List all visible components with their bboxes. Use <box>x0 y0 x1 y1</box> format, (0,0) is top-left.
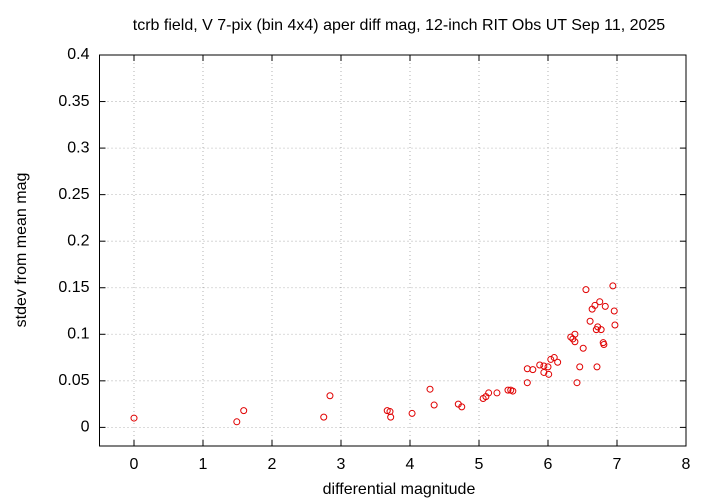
point <box>600 341 608 349</box>
x-tick-label: 0 <box>130 456 139 473</box>
x-tick-label: 7 <box>613 456 622 473</box>
y-tick-label: 0.1 <box>67 326 89 343</box>
point <box>610 307 618 315</box>
point <box>240 407 248 415</box>
point <box>493 389 501 397</box>
point <box>550 354 558 362</box>
x-tick-label: 8 <box>682 456 691 473</box>
point <box>586 317 594 325</box>
point <box>554 358 562 366</box>
point <box>523 379 531 387</box>
x-tick-label: 1 <box>199 456 208 473</box>
y-tick-label: 0.3 <box>67 139 89 156</box>
y-axis-label: stdev from mean mag <box>13 173 30 328</box>
point <box>509 387 517 395</box>
point <box>611 321 619 329</box>
point <box>597 326 605 334</box>
point <box>609 282 617 290</box>
x-tick-label: 3 <box>337 456 346 473</box>
x-tick-label: 4 <box>406 456 415 473</box>
point <box>545 370 553 378</box>
point <box>544 363 552 371</box>
y-tick-label: 0 <box>81 419 90 436</box>
y-tick-label: 0.35 <box>58 93 89 110</box>
plot-frame <box>99 54 687 447</box>
y-tick-label: 0.25 <box>58 186 89 203</box>
chart-title: tcrb field, V 7-pix (bin 4x4) aper diff … <box>133 17 666 34</box>
y-tick-label: 0.05 <box>58 372 89 389</box>
point <box>320 413 328 421</box>
point <box>591 301 599 309</box>
point <box>504 386 512 394</box>
point <box>233 418 241 426</box>
point <box>540 362 548 370</box>
point <box>408 409 416 417</box>
point <box>596 298 604 306</box>
point <box>387 413 395 421</box>
point <box>601 302 609 310</box>
point <box>426 385 434 393</box>
y-tick-label: 0.2 <box>67 232 89 249</box>
x-tick-label: 2 <box>268 456 277 473</box>
point <box>582 286 590 294</box>
point <box>547 355 555 363</box>
point <box>571 330 579 338</box>
point <box>326 392 334 400</box>
point <box>573 379 581 387</box>
point <box>579 344 587 352</box>
x-tick-label: 6 <box>544 456 553 473</box>
point <box>430 401 438 409</box>
point <box>571 338 579 346</box>
x-axis-label: differential magnitude <box>323 481 476 498</box>
point <box>576 363 584 371</box>
point <box>540 368 548 376</box>
point <box>529 366 537 374</box>
point <box>593 363 601 371</box>
x-tick-label: 5 <box>475 456 484 473</box>
point <box>523 365 531 373</box>
y-tick-label: 0.4 <box>67 46 89 63</box>
y-tick-label: 0.15 <box>58 279 89 296</box>
point <box>130 414 138 422</box>
point <box>536 361 544 369</box>
point <box>458 403 466 411</box>
point <box>485 389 493 397</box>
